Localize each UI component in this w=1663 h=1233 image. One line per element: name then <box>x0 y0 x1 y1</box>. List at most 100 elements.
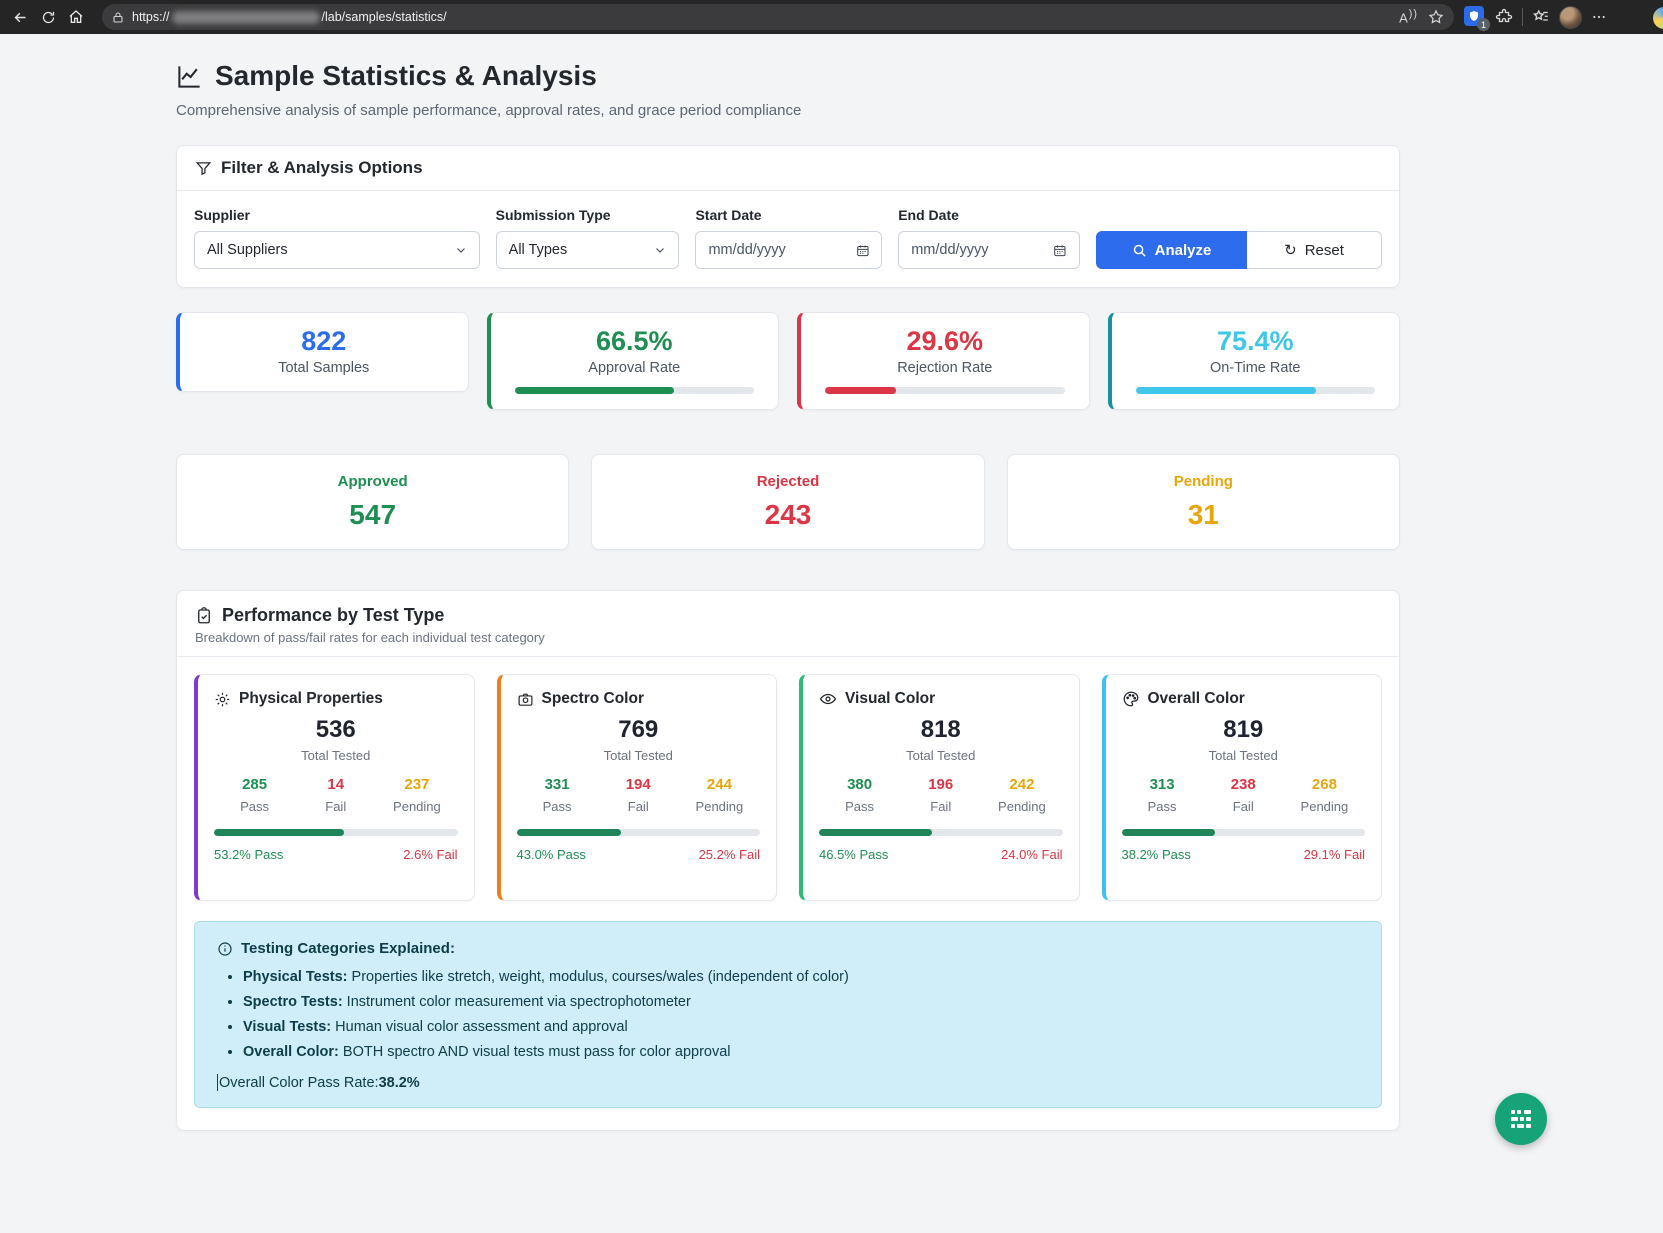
total-tested-label: Total Tested <box>301 748 371 763</box>
page-subtitle: Comprehensive analysis of sample perform… <box>176 102 802 119</box>
total-tested-label: Total Tested <box>603 748 673 763</box>
start-date-field: Start Date <box>695 207 883 269</box>
chevron-down-icon <box>656 248 665 253</box>
info-item-overall: Overall Color: BOTH spectro AND visual t… <box>243 1044 1359 1060</box>
overall-pass-rate-value: 38.2% <box>378 1074 420 1091</box>
text-caret <box>217 1074 218 1091</box>
gear-icon <box>215 692 230 706</box>
pending-card: Pending 31 <box>1006 454 1400 550</box>
end-date-label: End Date <box>898 207 959 223</box>
widget-grid-icon <box>1511 1110 1531 1128</box>
extensions-icon[interactable] <box>1495 8 1513 26</box>
home-icon[interactable] <box>62 3 90 31</box>
pending-label: Pending <box>1173 473 1233 490</box>
submission-type-label: Submission Type <box>495 207 611 223</box>
browser-toolbar: https:///lab/samples/statistics/ A)) 1 <box>0 0 1663 34</box>
info-item-visual: Visual Tests: Human visual color assessm… <box>243 1019 1359 1035</box>
status-cards-row: Approved 547 Rejected 243 Pending 31 <box>176 454 1400 550</box>
info-icon <box>218 941 232 956</box>
read-aloud-icon[interactable]: A)) <box>1399 8 1418 26</box>
pass-rate-progress <box>516 829 760 836</box>
submission-type-select[interactable]: All Types <box>495 231 680 269</box>
rejection-rate-card: 29.6% Rejection Rate <box>797 312 1090 410</box>
chevron-down-icon <box>456 248 465 253</box>
total-tested-value: 819 <box>1223 716 1264 743</box>
palette-icon <box>1123 691 1138 707</box>
performance-subtitle: Breakdown of pass/fail rates for each in… <box>195 630 545 645</box>
address-bar[interactable]: https:///lab/samples/statistics/ A)) <box>102 4 1454 30</box>
approved-card: Approved 547 <box>176 454 570 550</box>
total-tested-value: 769 <box>618 716 659 743</box>
total-samples-value: 822 <box>301 326 347 356</box>
summary-stats-row: 822 Total Samples 66.5% Approval Rate 29… <box>176 312 1400 410</box>
calendar-icon[interactable] <box>1053 243 1067 258</box>
physical-properties-card: Physical Properties 536 Total Tested 285… <box>194 674 475 901</box>
spectro-color-card: Spectro Color 769 Total Tested 331 Pass 1… <box>496 674 777 901</box>
copilot-icon[interactable] <box>1653 7 1663 29</box>
filter-title: Filter & Analysis Options <box>221 158 423 177</box>
ontime-rate-card: 75.4% On-Time Rate <box>1107 312 1400 410</box>
total-samples-label: Total Samples <box>278 360 370 376</box>
favorite-star-icon[interactable] <box>1428 9 1444 25</box>
performance-title: Performance by Test Type <box>222 605 445 625</box>
approved-value: 547 <box>349 499 397 530</box>
submission-type-field: Submission Type All Types <box>495 207 680 269</box>
rejection-rate-progress <box>825 387 1065 394</box>
extension-badge: 1 <box>1477 18 1490 31</box>
ontime-rate-value: 75.4% <box>1216 326 1294 356</box>
search-icon <box>1133 244 1146 257</box>
rejected-card: Rejected 243 <box>591 454 985 550</box>
calendar-icon[interactable] <box>856 243 870 258</box>
total-samples-card: 822 Total Samples <box>176 312 469 392</box>
redacted-domain <box>171 10 320 24</box>
approval-rate-label: Approval Rate <box>588 360 681 376</box>
total-tested-value: 536 <box>315 716 356 743</box>
info-item-spectro: Spectro Tests: Instrument color measurem… <box>243 994 1359 1010</box>
lock-icon <box>113 11 123 23</box>
reset-button[interactable]: ↻ Reset <box>1247 231 1382 269</box>
page-title: Sample Statistics & Analysis <box>215 60 597 91</box>
pass-rate-progress <box>1121 829 1365 836</box>
favorites-hub-icon[interactable] <box>1532 8 1550 26</box>
page-content: Sample Statistics & Analysis Comprehensi… <box>176 34 1400 1131</box>
back-icon[interactable] <box>6 3 34 31</box>
info-item-physical: Physical Tests: Properties like stretch,… <box>243 969 1359 985</box>
eye-icon <box>819 693 837 705</box>
filter-panel: Filter & Analysis Options Supplier All S… <box>176 145 1400 288</box>
password-manager-icon[interactable]: 1 <box>1464 6 1490 31</box>
pass-rate-progress <box>819 829 1063 836</box>
approval-rate-progress <box>514 387 754 394</box>
refresh-icon[interactable] <box>34 3 62 31</box>
test-cards-grid: Physical Properties 536 Total Tested 285… <box>177 657 1399 901</box>
start-date-label: Start Date <box>695 207 762 223</box>
end-date-field: End Date <box>898 207 1080 269</box>
more-icon[interactable] <box>1591 9 1607 25</box>
overall-pass-rate-line: Overall Color Pass Rate: 38.2% <box>217 1074 420 1091</box>
supplier-field: Supplier All Suppliers <box>194 207 480 269</box>
testing-categories-infobox: Testing Categories Explained: Physical T… <box>194 921 1382 1108</box>
supplier-label: Supplier <box>194 207 251 223</box>
url-text[interactable]: https:///lab/samples/statistics/ <box>132 10 447 24</box>
supplier-select[interactable]: All Suppliers <box>194 231 480 269</box>
performance-panel: Performance by Test Type Breakdown of pa… <box>176 590 1400 1131</box>
analyze-button[interactable]: Analyze <box>1096 231 1247 269</box>
rejected-label: Rejected <box>756 473 820 490</box>
total-tested-value: 818 <box>920 716 961 743</box>
approved-label: Approved <box>337 473 408 490</box>
overall-color-card: Overall Color 819 Total Tested 313 Pass 2… <box>1101 674 1382 901</box>
pass-rate-progress <box>214 829 458 836</box>
toolbar-divider <box>1522 8 1523 26</box>
reset-icon: ↻ <box>1284 242 1297 259</box>
line-chart-icon <box>178 65 200 88</box>
total-tested-label: Total Tested <box>906 748 976 763</box>
profile-avatar[interactable] <box>1559 5 1582 29</box>
chat-widget-button[interactable] <box>1495 1093 1547 1145</box>
camera-icon <box>518 693 532 706</box>
rejection-rate-value: 29.6% <box>906 326 984 356</box>
end-date-input[interactable] <box>911 242 1054 258</box>
funnel-icon <box>195 161 212 175</box>
approval-rate-card: 66.5% Approval Rate <box>486 312 779 410</box>
clipboard-check-icon <box>198 606 210 623</box>
start-date-input[interactable] <box>708 242 856 258</box>
visual-color-card: Visual Color 818 Total Tested 380 Pass 19… <box>799 674 1080 901</box>
